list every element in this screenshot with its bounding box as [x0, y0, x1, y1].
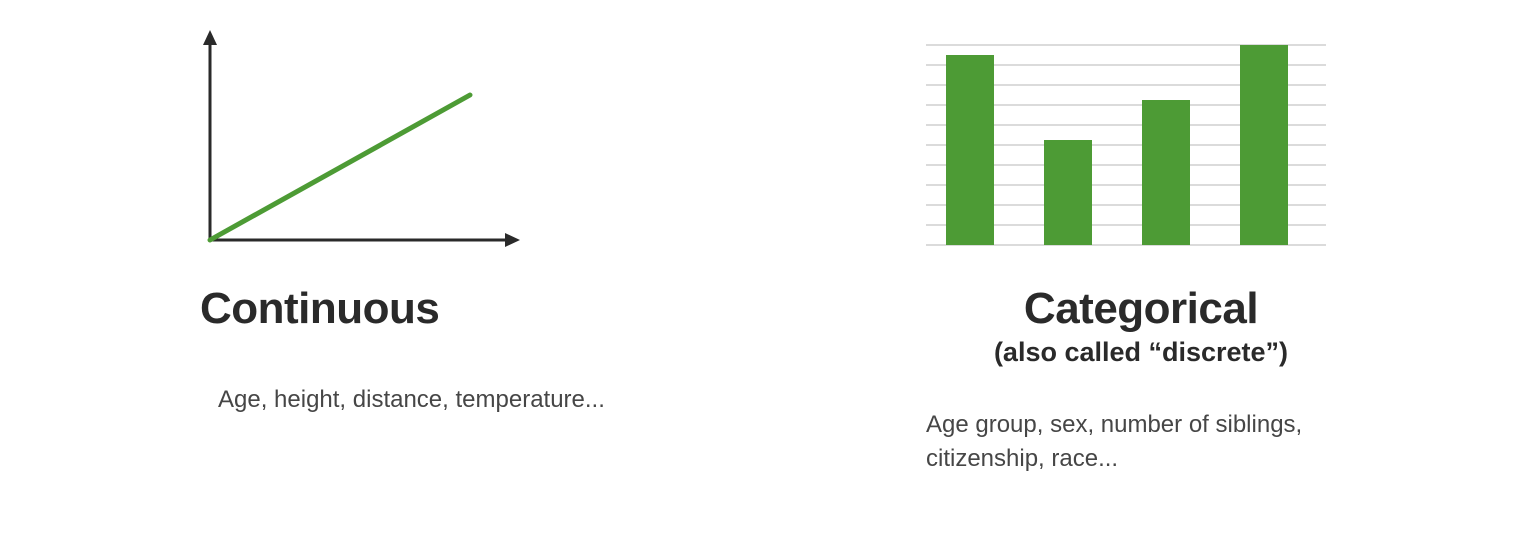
- continuous-title: Continuous: [200, 285, 650, 333]
- continuous-chart: [200, 30, 650, 260]
- categorical-title: Categorical: [926, 285, 1356, 333]
- categorical-panel: Categorical (also called “discrete”) Age…: [926, 30, 1356, 512]
- continuous-examples: Age, height, distance, temperature...: [200, 383, 650, 417]
- categorical-examples: Age group, sex, number of siblings, citi…: [926, 408, 1356, 475]
- continuous-title-block: Continuous: [200, 285, 650, 333]
- continuous-panel: Continuous Age, height, distance, temper…: [200, 30, 650, 512]
- line-chart-icon: [200, 30, 520, 260]
- categorical-subtitle: (also called “discrete”): [926, 337, 1356, 368]
- categorical-title-block: Categorical (also called “discrete”): [926, 285, 1356, 368]
- categorical-chart: [926, 30, 1356, 260]
- bar-chart-icon: [926, 30, 1336, 260]
